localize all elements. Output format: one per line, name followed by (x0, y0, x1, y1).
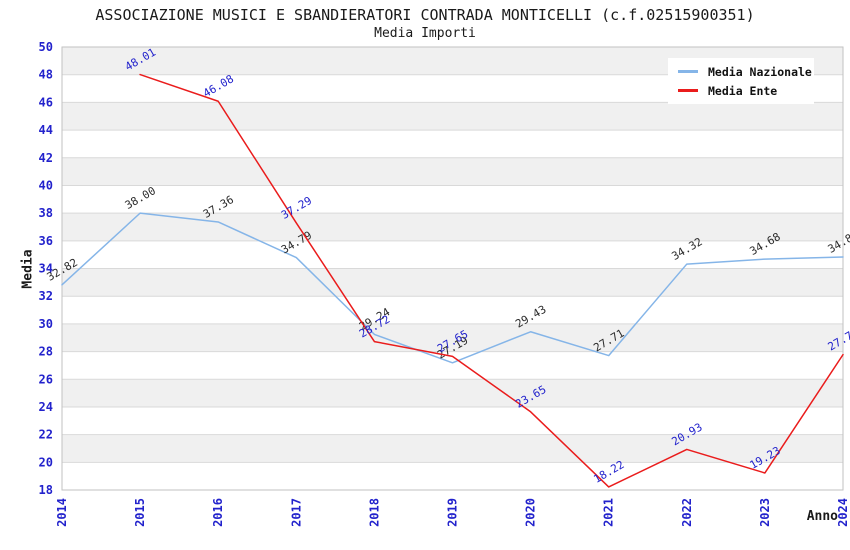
x-tick-label: 2018 (367, 498, 381, 527)
x-tick-label: 2017 (289, 498, 303, 527)
x-tick-label: 2021 (602, 498, 616, 527)
plot-border (61, 46, 844, 491)
series-line-media-nazionale (61, 212, 844, 364)
legend-item-media-ente: Media Ente (668, 81, 814, 100)
x-tick-label: 2014 (55, 498, 69, 527)
x-tick-label: 2016 (211, 498, 225, 527)
y-tick-label: 36 (39, 234, 53, 248)
y-tick-label: 32 (39, 289, 53, 303)
y-tick-label: 42 (39, 151, 53, 165)
x-axis-ticks: 2014 2015 2016 2017 2018 2019 2020 2021 2022 2023… (55, 498, 850, 527)
y-tick-label: 30 (39, 317, 53, 331)
x-tick-label: 2020 (524, 498, 538, 527)
band (62, 462, 843, 490)
band (62, 406, 843, 435)
y-tick-label: 46 (39, 95, 53, 109)
band (62, 296, 843, 324)
legend-swatch-nazionale-icon (678, 70, 698, 73)
band (62, 379, 843, 407)
chart-subtitle: Media Importi (374, 26, 476, 41)
y-tick-label: 20 (39, 455, 53, 469)
band (62, 185, 843, 214)
y-axis-ticks: 50 48 46 44 42 40 38 36 34 32 30 28 26 24 22 20 18 (39, 40, 53, 497)
legend-label-media-ente: Media Ente (708, 83, 778, 98)
band (62, 157, 843, 186)
y-tick-label: 24 (39, 400, 53, 414)
band (62, 323, 843, 352)
band (62, 102, 843, 131)
y-tick-label: 28 (39, 345, 53, 359)
x-tick-label: 2024 (836, 498, 850, 527)
chart-title: ASSOCIAZIONE MUSICI E SBANDIERATORI CONT… (95, 6, 755, 24)
y-tick-label: 50 (39, 40, 53, 54)
y-tick-label: 34 (39, 262, 53, 276)
x-axis-title: Anno (806, 509, 838, 524)
legend-item-media-nazionale: Media Nazionale (668, 62, 814, 81)
band (62, 213, 843, 241)
legend-swatch-ente-icon (678, 89, 698, 92)
x-tick-label: 2022 (680, 498, 694, 527)
band (62, 130, 843, 158)
band (62, 240, 843, 269)
y-tick-label: 26 (39, 372, 53, 386)
x-tick-label: 2015 (133, 498, 147, 527)
x-tick-label: 2019 (446, 498, 460, 527)
y-tick-label: 22 (39, 428, 53, 442)
band (62, 268, 843, 297)
x-tick-label: 2023 (758, 498, 772, 527)
y-tick-label: 48 (39, 68, 53, 82)
y-tick-label: 38 (39, 206, 53, 220)
y-axis-title: Media (20, 249, 36, 289)
y-tick-label: 40 (39, 178, 53, 192)
band (62, 434, 843, 463)
legend: Media Nazionale Media Ente (668, 58, 814, 104)
y-tick-label: 44 (39, 123, 53, 137)
series-line-media-ente (139, 73, 844, 488)
legend-label-media-nazionale: Media Nazionale (708, 64, 812, 79)
y-tick-label: 18 (39, 483, 53, 497)
